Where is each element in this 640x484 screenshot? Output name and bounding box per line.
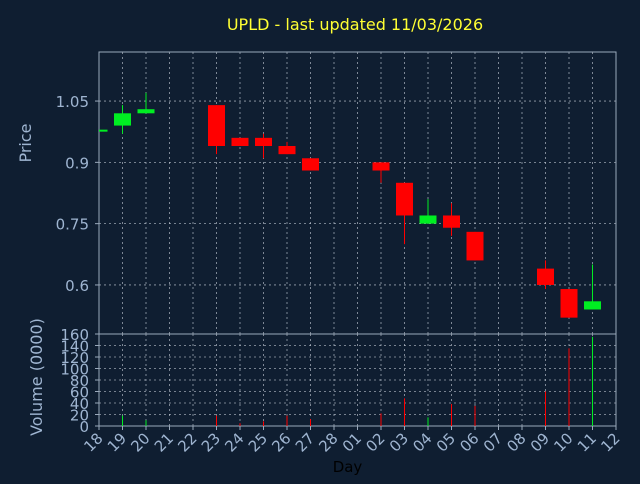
x-axis-label: Day	[333, 458, 363, 476]
chart-title: UPLD - last updated 11/03/2026	[227, 15, 483, 34]
price-tick-label: 0.75	[56, 216, 89, 234]
x-tick-label: 23	[198, 429, 224, 455]
volume-tick-label: 20	[70, 407, 89, 425]
x-tick-label: 06	[456, 429, 482, 455]
x-tick-label: 11	[574, 429, 600, 455]
volume-tick-label: 120	[60, 349, 89, 367]
x-tick-label: 20	[127, 429, 153, 455]
x-tick-label: 24	[221, 429, 247, 455]
x-tick-label: 27	[292, 429, 318, 455]
volume-tick-label: 60	[70, 384, 89, 402]
x-tick-label: 26	[268, 429, 294, 455]
price-candles	[99, 92, 601, 318]
volume-tick-label: 160	[60, 326, 89, 344]
candle-body	[584, 301, 601, 310]
price-axis-label: Price	[16, 123, 35, 162]
candle-body	[560, 289, 578, 318]
x-tick-label: 09	[527, 429, 553, 455]
volume-tick-label: 140	[60, 338, 89, 356]
volume-axis-label: Volume (0000)	[27, 318, 46, 436]
x-tick-label: 04	[409, 429, 435, 455]
price-tick-label: 0.6	[65, 277, 89, 295]
candle-body	[443, 215, 460, 228]
volume-tick-label: 40	[70, 395, 89, 413]
x-tick-label: 05	[433, 429, 459, 455]
candle-body	[372, 162, 390, 171]
x-tick-label: 02	[362, 429, 388, 455]
volume-tick-label: 0	[79, 418, 89, 436]
volume-tick-label: 80	[70, 372, 89, 390]
x-tick-label: 22	[174, 429, 200, 455]
candle-body	[231, 137, 249, 146]
volume-bars	[122, 336, 593, 426]
x-tick-label: 12	[597, 429, 623, 455]
volume-tick-label: 100	[60, 361, 89, 379]
x-tick-label: 03	[386, 429, 412, 455]
candle-body	[466, 231, 484, 261]
candle-body	[302, 158, 319, 171]
candle-body	[396, 182, 413, 216]
candle-body	[255, 137, 272, 146]
x-tick-label: 01	[339, 429, 365, 455]
candle-body	[99, 129, 108, 132]
candle-body	[278, 146, 296, 155]
x-tick-label: 08	[503, 429, 529, 455]
price-axis-ticks: 0.6 0.75 0.9 1.05	[56, 93, 99, 295]
candle-body	[208, 105, 225, 146]
x-tick-label: 25	[245, 429, 271, 455]
price-gridlines	[99, 52, 616, 334]
price-tick-label: 0.9	[65, 154, 89, 172]
candle-body	[114, 113, 131, 126]
x-tick-label: 10	[550, 429, 576, 455]
price-tick-label: 1.05	[56, 93, 89, 111]
candle-body	[137, 109, 155, 114]
x-tick-label: 28	[315, 429, 341, 455]
candle-body	[419, 215, 437, 224]
volume-gridlines	[99, 334, 616, 426]
x-tick-label: 19	[104, 429, 130, 455]
x-tick-label: 07	[480, 429, 506, 455]
x-tick-label: 21	[151, 429, 177, 455]
candle-body	[537, 268, 554, 285]
x-axis-ticks: 1819202122232425262728010203040506070809…	[80, 426, 624, 456]
